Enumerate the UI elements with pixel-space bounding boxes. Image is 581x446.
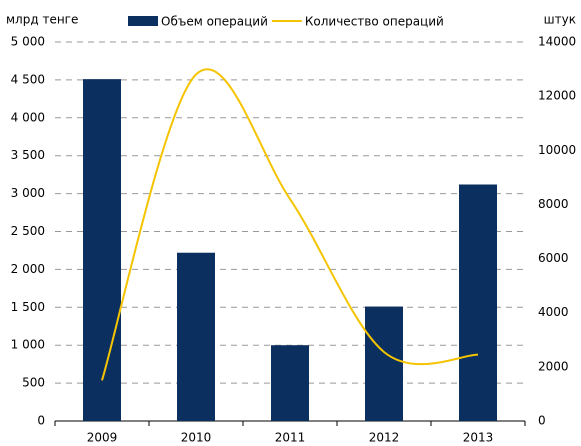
legend-label: Количество операций [305,15,444,29]
y-tick-label: 4 000 [11,110,45,124]
x-tick-label: 2012 [369,431,400,445]
bar [83,79,121,421]
y2-tick-label: 12000 [538,89,576,103]
y-tick-label: 4 500 [11,72,45,86]
y-tick-label: 5 000 [11,35,45,49]
y-tick-label: 2 000 [11,262,45,276]
line [101,68,479,381]
y2-axis-label: штук [544,13,576,27]
y2-tick-label: 10000 [538,143,576,157]
y2-tick-label: 14000 [538,35,576,49]
y-tick-label: 2 500 [11,224,45,238]
y-tick-label: 1 500 [11,300,45,314]
y-tick-label: 3 500 [11,148,45,162]
legend-swatch [128,16,158,26]
legend-label: Объем операций [161,15,268,29]
bar [365,306,403,421]
y-tick-label: 0 [37,414,45,428]
bar [459,184,497,421]
y2-tick-label: 4000 [538,305,569,319]
y-tick-label: 3 000 [11,186,45,200]
y2-tick-label: 6000 [538,251,569,265]
y-axis-label: млрд тенге [6,13,78,27]
y-tick-label: 500 [22,376,45,390]
x-tick-label: 2013 [463,431,494,445]
bar [271,345,309,421]
bar [177,252,215,421]
y2-tick-label: 8000 [538,197,569,211]
x-tick-label: 2010 [181,431,212,445]
y2-tick-label: 0 [538,414,546,428]
y2-tick-label: 2000 [538,359,569,373]
y-tick-label: 1 000 [11,338,45,352]
x-tick-label: 2011 [275,431,306,445]
x-tick-label: 2009 [87,431,118,445]
